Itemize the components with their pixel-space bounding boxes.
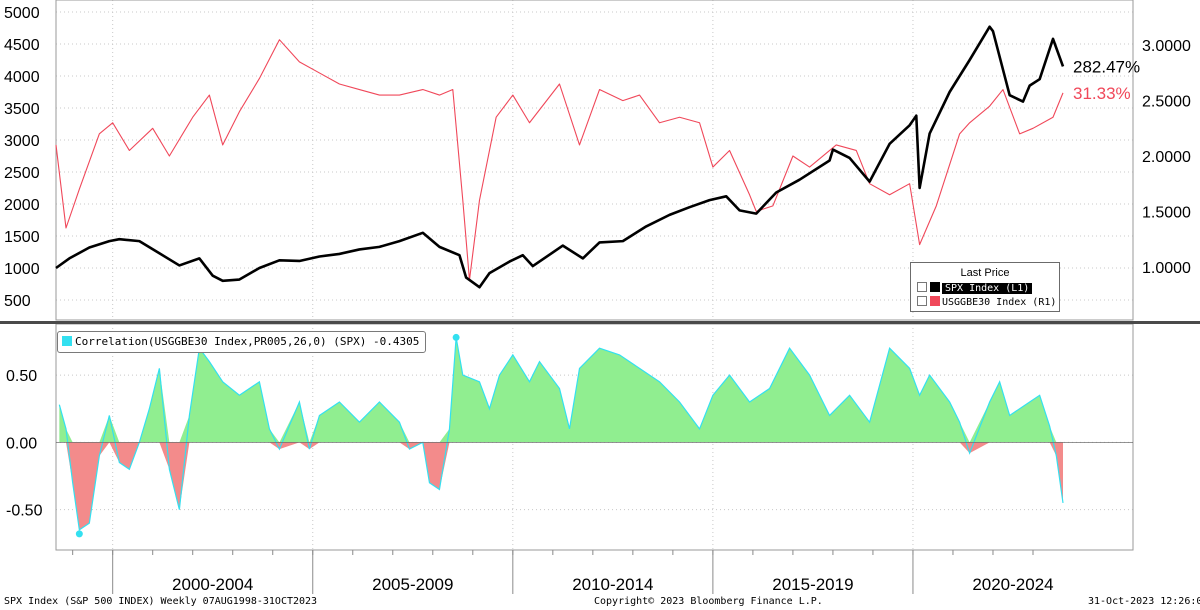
footer-copyright: Copyright© 2023 Bloomberg Finance L.P.	[594, 596, 823, 607]
correlation-line	[58, 337, 1064, 531]
y-left-tick-label: 4000	[4, 69, 40, 86]
legend-swatch-breakeven	[930, 296, 940, 306]
axis-labels: 500 1000 1500 2000 2500 3000 3500 4000 4500 5000 1…	[4, 5, 1191, 594]
legend-expand-icon[interactable]	[917, 296, 927, 306]
legend-swatch-spx	[930, 282, 940, 292]
y-left-tick-label: 3500	[4, 101, 40, 118]
y-left-tick-label: 3000	[4, 133, 40, 150]
x-period-label: 2020-2024	[972, 575, 1053, 594]
y-right-tick-label: 1.0000	[1142, 260, 1191, 277]
y-right-tick-label: 3.0000	[1142, 38, 1191, 55]
price-series	[55, 25, 1065, 289]
y-left-tick-label: 500	[4, 293, 31, 310]
y-corr-tick-label: 0.50	[6, 368, 37, 385]
correlation-legend-label: Correlation(USGGBE30 Index,PR005,26,0) (…	[75, 335, 420, 348]
y-left-tick-label: 1500	[4, 229, 40, 246]
y-left-tick-label: 1000	[4, 261, 40, 278]
y-corr-tick-label: 0.00	[6, 435, 37, 452]
footer-security: SPX Index (S&P 500 INDEX) Weekly 07AUG19…	[4, 596, 318, 607]
x-period-label: 2015-2019	[772, 575, 853, 594]
spx-last-label: 282.47%	[1073, 57, 1140, 76]
correlation-legend[interactable]: Correlation(USGGBE30 Index,PR005,26,0) (…	[57, 331, 427, 353]
legend-swatch-correlation	[62, 336, 72, 346]
correlation-marker	[452, 333, 460, 341]
y-right-tick-label: 2.0000	[1142, 149, 1191, 166]
axes	[0, 0, 1200, 594]
correlation-marker	[75, 530, 83, 538]
footer-timestamp: 31-Oct-2023 12:26:02	[1088, 596, 1200, 607]
y-left-tick-label: 4500	[4, 37, 40, 54]
spx-line	[55, 25, 1065, 289]
breakeven-line	[55, 39, 1064, 281]
y-left-tick-label: 2500	[4, 165, 40, 182]
price-legend: Last Price SPX Index (L1) USGGBE30 Index…	[910, 262, 1060, 312]
panel-divider	[0, 321, 1200, 324]
legend-item-breakeven[interactable]: USGGBE30 Index (R1)	[917, 296, 1056, 309]
x-period-label: 2000-2004	[172, 575, 253, 594]
x-period-label: 2010-2014	[572, 575, 653, 594]
correlation-positive-area	[59, 337, 1064, 443]
y-left-tick-label: 5000	[4, 5, 40, 22]
y-right-tick-label: 2.5000	[1142, 94, 1191, 111]
correlation-negative-area	[59, 442, 1064, 530]
top-panel-grid	[56, 0, 1133, 320]
legend-label-spx: SPX Index (L1)	[942, 283, 1033, 294]
legend-label-breakeven: USGGBE30 Index (R1)	[942, 297, 1057, 308]
legend-title: Last Price	[960, 267, 1010, 279]
y-corr-tick-label: -0.50	[6, 503, 43, 520]
legend-expand-icon[interactable]	[917, 282, 927, 292]
top-panel-frame	[55, 0, 1134, 321]
y-left-tick-label: 2000	[4, 197, 40, 214]
y-right-tick-label: 1.5000	[1142, 204, 1191, 221]
breakeven-last-label: 31.33%	[1073, 84, 1131, 103]
x-period-label: 2005-2009	[372, 575, 453, 594]
correlation-area	[56, 333, 1133, 538]
legend-item-spx[interactable]: SPX Index (L1)	[917, 282, 1033, 295]
